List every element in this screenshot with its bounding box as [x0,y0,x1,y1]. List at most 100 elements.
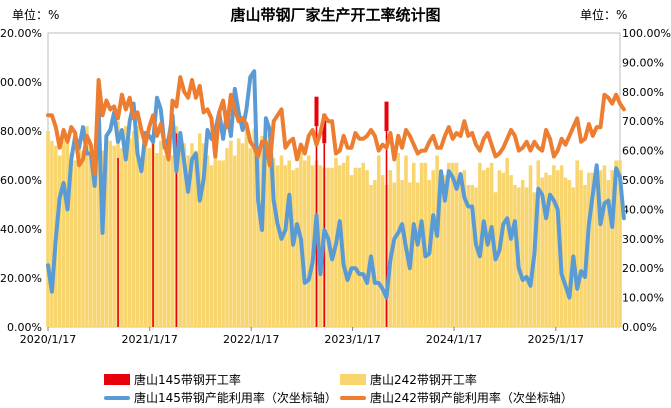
bar-242-rate [229,140,233,327]
legend-swatch-145-util [104,395,130,400]
x-tick-label: 2021/1/17 [122,333,178,346]
bar-242-rate [73,160,78,327]
legend-label-145-rate: 唐山145带钢开工率 [134,373,241,387]
bar-242-rate [127,138,132,327]
bar-242-rate [279,155,284,327]
bar-242-rate [46,131,50,327]
x-tick-label: 2023/1/17 [324,333,380,346]
legend-swatch-242-rate [340,374,366,385]
y-left-tick-label: 20.00% [0,272,42,285]
bar-242-rate [275,165,280,327]
chart-plot: 0.00% 20.00% 40.00% 60.00% 80.00% 100.00% 120.… [0,27,671,346]
bar-242-rate [485,167,490,327]
bar-242-rate [462,170,467,327]
bar-242-rate [513,184,517,327]
legend-item-145-rate: 唐山145带钢开工率 [104,371,241,388]
bar-242-rate [197,133,202,327]
y-right-tick-label: 10.00% [622,292,664,305]
bar-242-rate [162,155,167,327]
bar-242-rate [598,170,603,327]
y-right-tick-label: 60.00% [622,145,664,158]
bar-145-rate-peak [384,101,389,131]
bar-242-rate [108,140,113,327]
legend-label-242-util: 唐山242带钢产能利用率（次坐标轴） [370,391,573,405]
bar-242-rate [244,123,249,328]
legend-item-145-util: 唐山145带钢产能利用率（次坐标轴） [104,389,337,406]
bar-242-rate [380,175,385,327]
bar-242-rate [489,162,494,327]
bar-242-rate [112,145,116,327]
bar-242-rate [213,135,218,327]
bar-145-rate [175,133,178,327]
bar-242-rate [501,172,506,327]
y-left-tick-label: 100.00% [0,76,42,89]
bar-242-rate [303,160,307,327]
y-left-tick-label: 0.00% [7,321,42,334]
y-right-tick-label: 70.00% [622,115,664,128]
x-tick-label: 2020/1/17 [20,333,76,346]
bar-242-rate [236,138,241,327]
bar-242-rate [396,153,400,327]
bar-242-rate [217,160,221,327]
bar-242-rate [540,177,544,327]
bar-242-rate [240,143,245,327]
bar-242-rate [520,180,525,327]
bar-242-rate [552,165,556,327]
y-left-tick-label: 40.00% [0,223,42,236]
right-axis-unit: 单位：% [580,8,628,22]
bar-242-rate [357,167,362,327]
y-right-tick-label: 80.00% [622,86,664,99]
bar-242-rate [232,155,237,327]
bar-242-rate [155,153,159,327]
bar-242-rate [345,155,350,327]
bar-242-rate [376,155,381,327]
bar-145-rate [385,131,388,327]
legend-swatch-242-util [340,395,366,400]
bar-242-rate [186,155,190,327]
bar-242-rate [555,170,560,327]
bar-145-rate [152,140,154,327]
bar-242-rate [268,131,272,327]
y-right-tick-label: 0.00% [622,321,657,334]
bar-242-rate [147,148,151,327]
bar-242-rate [338,165,342,327]
bar-242-rate [271,157,276,327]
bar-242-rate [57,155,62,327]
bar-145-rate-peak [322,113,327,144]
bar-242-rate [182,143,186,327]
bar-242-rate [61,135,66,327]
bar-242-rate [544,172,548,327]
bar-242-rate [454,162,459,327]
bar-242-rate [563,177,568,327]
bar-242-rate [92,160,97,327]
bar-242-rate [419,162,424,327]
bar-242-rate [81,150,85,327]
bar-242-rate [567,180,572,327]
chart-legend: 唐山145带钢开工率 唐山242带钢开工率 唐山145带钢产能利用率（次坐标轴）… [0,368,671,408]
bar-242-rate [482,170,486,327]
bar-242-rate [65,143,70,327]
bar-242-rate [96,131,101,327]
bar-242-rate [606,180,611,327]
line-242-utilization [46,75,626,177]
bar-242-rate [50,140,54,327]
bar-242-rate [450,162,455,327]
bar-242-rate [474,187,478,327]
y-right-tick-label: 20.00% [622,262,664,275]
bar-242-rate [159,140,163,327]
bar-242-rate [528,165,533,327]
y-right-tick-label: 30.00% [622,233,664,246]
y-right-tick-label: 40.00% [622,203,664,216]
bar-242-rate [287,160,292,327]
y-right-tick-label: 50.00% [622,174,664,187]
bar-242-rate [415,182,420,327]
x-tick-label: 2022/1/17 [223,333,279,346]
bar-242-rate [85,126,89,327]
bar-145-rate [117,157,119,327]
bar-242-rate [548,175,552,327]
legend-label-145-util: 唐山145带钢产能利用率（次坐标轴） [134,391,337,405]
bar-242-rate [139,160,144,327]
left-axis-unit: 单位：% [12,8,60,22]
bar-242-rate [590,172,595,327]
bar-242-rate [194,150,198,327]
